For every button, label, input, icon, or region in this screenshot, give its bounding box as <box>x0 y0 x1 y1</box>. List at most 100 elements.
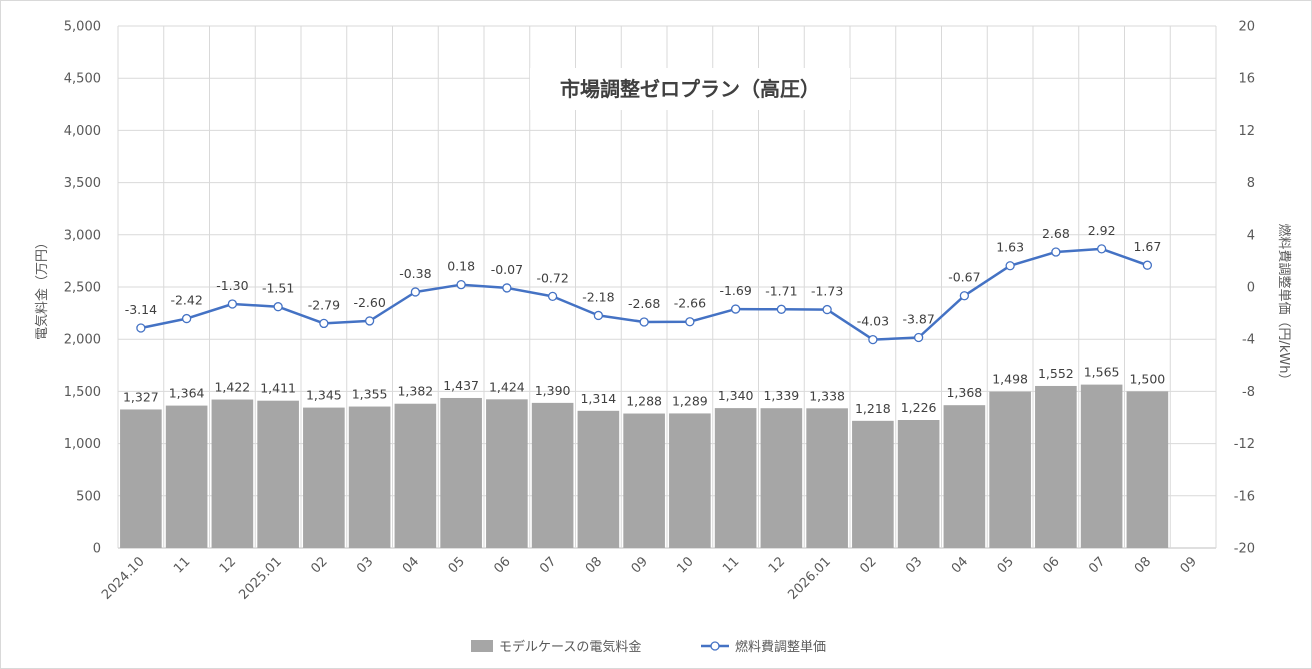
line-marker <box>227 299 238 309</box>
left-tick-label: 3,000 <box>64 228 101 243</box>
bar-value-label: 1,368 <box>946 385 982 400</box>
bar <box>211 399 254 548</box>
right-tick-label: -4 <box>1242 333 1255 348</box>
line-marker <box>730 304 741 314</box>
bar <box>120 409 162 548</box>
line-value-label: -2.68 <box>628 296 660 311</box>
bar-value-label: 1,364 <box>169 386 205 401</box>
left-axis-ticks: 0 500 1,000 1,500 2,000 2,500 3,000 3,500 4,000 4… <box>64 20 101 557</box>
line-value-label: -0.07 <box>491 262 523 277</box>
bar-value-label: 1,339 <box>763 388 799 403</box>
line-marker <box>456 280 466 290</box>
line-value-label: -2.79 <box>308 297 340 312</box>
line-marker <box>868 334 878 345</box>
chart-title-background <box>530 68 850 110</box>
line-value-label: -2.42 <box>170 293 202 308</box>
line-value-label: -1.71 <box>765 283 797 298</box>
line-marker <box>1005 261 1015 271</box>
right-tick-label: 8 <box>1247 176 1255 191</box>
bar-value-label: 1,382 <box>397 384 433 399</box>
right-tick-label: -16 <box>1234 489 1255 504</box>
line-marker <box>685 317 695 327</box>
bar-data-labels: 1,327 1,364 1,422 1,411 1,345 1,355 1,382 1,437… <box>123 365 1165 416</box>
legend-bar-label: モデルケースの電気料金 <box>499 639 641 655</box>
bar <box>348 406 391 548</box>
line-value-label: 1.63 <box>996 240 1024 255</box>
bar-value-label: 1,500 <box>1129 371 1165 386</box>
line-marker <box>319 318 329 329</box>
bar-value-label: 1,340 <box>718 388 754 403</box>
bar-value-label: 1,338 <box>809 388 845 403</box>
line-value-label: -3.14 <box>125 302 157 317</box>
bar-value-label: 1,390 <box>535 383 571 398</box>
bar-value-label: 1,552 <box>1038 366 1074 381</box>
bar <box>943 405 986 548</box>
bar <box>531 402 574 548</box>
right-tick-label: 4 <box>1247 228 1255 243</box>
bar-series <box>120 384 1169 548</box>
legend-line-label: 燃料費調整単価 <box>735 639 826 655</box>
bar <box>1035 385 1077 548</box>
line-marker <box>593 310 604 321</box>
right-tick-label: -20 <box>1234 542 1255 557</box>
right-axis-title: 燃料費調整単価（円/kWh） <box>1276 223 1292 386</box>
line-marker <box>1142 260 1153 270</box>
legend-bar-swatch <box>471 640 493 652</box>
left-tick-label: 4,500 <box>64 72 101 87</box>
line-value-label: -1.69 <box>719 283 751 298</box>
line-value-label: -2.18 <box>582 289 614 304</box>
line-value-label: 1.67 <box>1133 239 1161 254</box>
left-tick-label: 500 <box>76 489 101 504</box>
line-value-label: -2.66 <box>674 296 706 311</box>
line-value-label: -0.38 <box>399 266 431 281</box>
left-tick-label: 5,000 <box>64 20 101 35</box>
line-marker <box>913 332 924 343</box>
left-tick-label: 1,500 <box>64 385 101 400</box>
left-axis-title: 電気料金（万円） <box>34 236 50 340</box>
bar-value-label: 1,345 <box>306 388 342 403</box>
left-tick-label: 4,000 <box>64 124 101 139</box>
bar-value-label: 1,355 <box>352 387 388 402</box>
line-value-label: 0.18 <box>447 259 475 274</box>
bar-value-label: 1,424 <box>489 379 525 394</box>
line-value-label: -4.03 <box>857 314 889 329</box>
chart-title: 市場調整ゼロプラン（高圧） <box>560 77 820 101</box>
line-marker <box>822 304 832 315</box>
right-tick-label: -8 <box>1242 385 1255 400</box>
bar-value-label: 1,565 <box>1084 365 1120 380</box>
bar <box>760 408 803 548</box>
line-marker <box>1051 247 1061 257</box>
line-value-label: 2.92 <box>1088 223 1116 238</box>
right-tick-label: -12 <box>1234 437 1255 452</box>
right-tick-label: 12 <box>1238 124 1255 139</box>
line-marker <box>502 283 512 293</box>
line-value-label: -3.87 <box>902 312 934 327</box>
bar-value-label: 1,218 <box>855 401 891 416</box>
bar <box>303 407 345 548</box>
bar <box>165 405 208 548</box>
line-value-label: 2.68 <box>1042 226 1070 241</box>
bar <box>440 397 482 548</box>
legend: モデルケースの電気料金 燃料費調整単価 <box>471 639 826 655</box>
chart-title-group: 市場調整ゼロプラン（高圧） <box>530 68 850 110</box>
line-marker <box>639 317 649 327</box>
bar-value-label: 1,288 <box>626 394 662 409</box>
bar-value-label: 1,314 <box>580 391 616 406</box>
left-tick-label: 1,000 <box>64 437 101 452</box>
line-marker <box>410 287 421 297</box>
line-marker <box>136 323 146 333</box>
bar <box>714 408 757 548</box>
bar-value-label: 1,226 <box>901 400 937 415</box>
bar <box>486 399 528 548</box>
line-marker <box>181 313 192 324</box>
right-axis-ticks: -20 -16 -12 -8 -4 0 4 8 12 16 20 <box>1234 20 1255 557</box>
bar-value-label: 1,327 <box>123 389 159 404</box>
line-marker <box>776 304 787 314</box>
line-value-label: -1.73 <box>811 284 843 299</box>
line-marker <box>1096 244 1107 254</box>
left-tick-label: 3,500 <box>64 176 101 191</box>
bar <box>669 413 711 548</box>
